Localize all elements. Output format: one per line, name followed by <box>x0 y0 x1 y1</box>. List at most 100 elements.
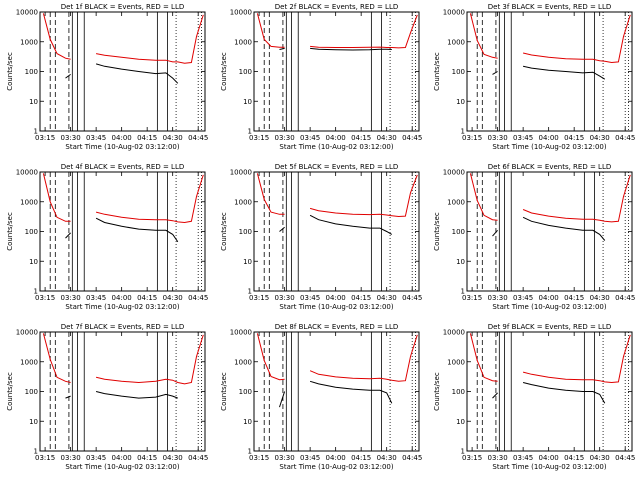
x-tick-label: 03:30 <box>275 134 295 142</box>
plot-frame <box>253 171 420 292</box>
x-tick-label: 03:15 <box>35 294 55 302</box>
x-tick-label: 04:45 <box>188 134 208 142</box>
series-lld-line <box>42 333 204 385</box>
y-tick-label: 10 <box>243 258 252 266</box>
y-tick-label: 1000 <box>20 38 38 46</box>
series-events-line <box>279 380 393 408</box>
x-tick-label: 04:00 <box>539 134 559 142</box>
y-tick-label: 10 <box>243 98 252 106</box>
x-tick-label: 04:15 <box>351 454 371 462</box>
x-tick-label: 03:45 <box>300 454 320 462</box>
x-tick-label: 04:15 <box>137 294 157 302</box>
plot-frame <box>466 171 633 292</box>
x-tick-label: 04:00 <box>539 454 559 462</box>
y-tick-label: 10000 <box>230 9 252 17</box>
x-tick-label: 04:45 <box>615 294 635 302</box>
x-tick-label: 03:15 <box>462 454 482 462</box>
x-tick-label: 03:15 <box>249 134 269 142</box>
series-lld-line <box>42 13 204 64</box>
y-tick-label: 10000 <box>230 169 252 177</box>
x-tick-label: 04:45 <box>188 294 208 302</box>
y-tick-label: 1 <box>34 128 38 136</box>
panel-det-8: Det 8f BLACK = Events, RED = LLD 1 10 100 10… <box>220 323 422 471</box>
x-tick-label: 04:15 <box>137 134 157 142</box>
y-tick-label: 10 <box>29 98 38 106</box>
plot-frame <box>39 331 206 452</box>
y-axis-label: Counts/sec <box>6 212 14 251</box>
series-lld-line <box>256 173 418 218</box>
x-tick-label: 03:30 <box>61 294 81 302</box>
y-axis-label: Counts/sec <box>433 52 441 91</box>
x-tick-label: 03:30 <box>61 454 81 462</box>
y-tick-label: 100 <box>239 68 252 76</box>
x-tick-label: 03:30 <box>275 454 295 462</box>
x-tick-label: 04:30 <box>163 134 183 142</box>
y-axis-label: Counts/sec <box>433 372 441 411</box>
x-tick-label: 03:30 <box>61 134 81 142</box>
y-axis-label: Counts/sec <box>220 52 228 91</box>
y-axis-label: Counts/sec <box>220 372 228 411</box>
panel-title: Det 7f BLACK = Events, RED = LLD <box>61 323 184 331</box>
panel-det-3: Det 3f BLACK = Events, RED = LLD 1 10 100 10… <box>433 3 635 151</box>
panel-title: Det 3f BLACK = Events, RED = LLD <box>488 3 611 11</box>
x-tick-label: 04:30 <box>590 294 610 302</box>
series-events-line <box>65 63 179 84</box>
y-tick-label: 10000 <box>443 169 465 177</box>
x-tick-label: 04:45 <box>188 454 208 462</box>
x-tick-label: 04:00 <box>539 294 559 302</box>
y-tick-label: 100 <box>25 228 38 236</box>
series-events-line <box>492 216 606 241</box>
panel-det-5: Det 5f BLACK = Events, RED = LLD 1 10 100 10… <box>220 163 422 311</box>
series-events-line <box>279 47 392 51</box>
panel-title: Det 9f BLACK = Events, RED = LLD <box>488 323 611 331</box>
x-tick-label: 04:45 <box>402 454 422 462</box>
y-tick-label: 1000 <box>234 198 252 206</box>
y-axis-label: Counts/sec <box>433 212 441 251</box>
panel-det-2: Det 2f BLACK = Events, RED = LLD 1 10 100 10… <box>220 3 422 151</box>
x-axis-label: Start Time (10-Aug-02 03:12:00) <box>65 143 179 151</box>
series-events-line <box>65 391 178 399</box>
x-tick-label: 03:15 <box>249 454 269 462</box>
x-tick-label: 03:45 <box>86 134 106 142</box>
y-tick-label: 1000 <box>447 358 465 366</box>
x-axis-label: Start Time (10-Aug-02 03:12:00) <box>279 303 393 311</box>
x-axis-label: Start Time (10-Aug-02 03:12:00) <box>492 463 606 471</box>
y-tick-label: 10000 <box>230 329 252 337</box>
x-tick-label: 04:00 <box>112 134 132 142</box>
y-tick-label: 100 <box>452 68 465 76</box>
series-lld-line <box>469 333 631 384</box>
series-lld-line <box>256 13 418 49</box>
plot-frame <box>253 331 420 452</box>
series-events-line <box>279 214 393 235</box>
y-tick-label: 1000 <box>20 198 38 206</box>
x-tick-label: 03:45 <box>300 134 320 142</box>
x-tick-label: 03:45 <box>86 294 106 302</box>
x-tick-label: 04:45 <box>615 134 635 142</box>
panel-title: Det 6f BLACK = Events, RED = LLD <box>488 163 611 171</box>
y-tick-label: 1 <box>248 128 252 136</box>
x-tick-label: 03:30 <box>488 454 508 462</box>
x-tick-label: 03:45 <box>513 454 533 462</box>
x-tick-label: 04:45 <box>615 454 635 462</box>
panel-det-7: Det 7f BLACK = Events, RED = LLD 1 10 100 10… <box>6 323 208 471</box>
plot-frame <box>39 11 206 132</box>
series-lld-line <box>42 173 204 224</box>
series-events-line <box>492 65 606 80</box>
x-tick-label: 04:30 <box>163 454 183 462</box>
series-lld-line <box>469 13 631 64</box>
y-tick-label: 100 <box>452 228 465 236</box>
y-tick-label: 1000 <box>447 198 465 206</box>
x-tick-label: 04:15 <box>351 294 371 302</box>
x-tick-label: 03:45 <box>513 134 533 142</box>
y-tick-label: 1000 <box>234 358 252 366</box>
x-tick-label: 03:45 <box>513 294 533 302</box>
x-tick-label: 03:45 <box>86 454 106 462</box>
x-tick-label: 04:00 <box>326 454 346 462</box>
x-tick-label: 04:15 <box>564 134 584 142</box>
x-tick-label: 04:30 <box>590 134 610 142</box>
plot-frame <box>253 11 420 132</box>
x-tick-label: 04:30 <box>377 294 397 302</box>
y-tick-label: 10 <box>29 418 38 426</box>
x-tick-label: 03:15 <box>462 294 482 302</box>
